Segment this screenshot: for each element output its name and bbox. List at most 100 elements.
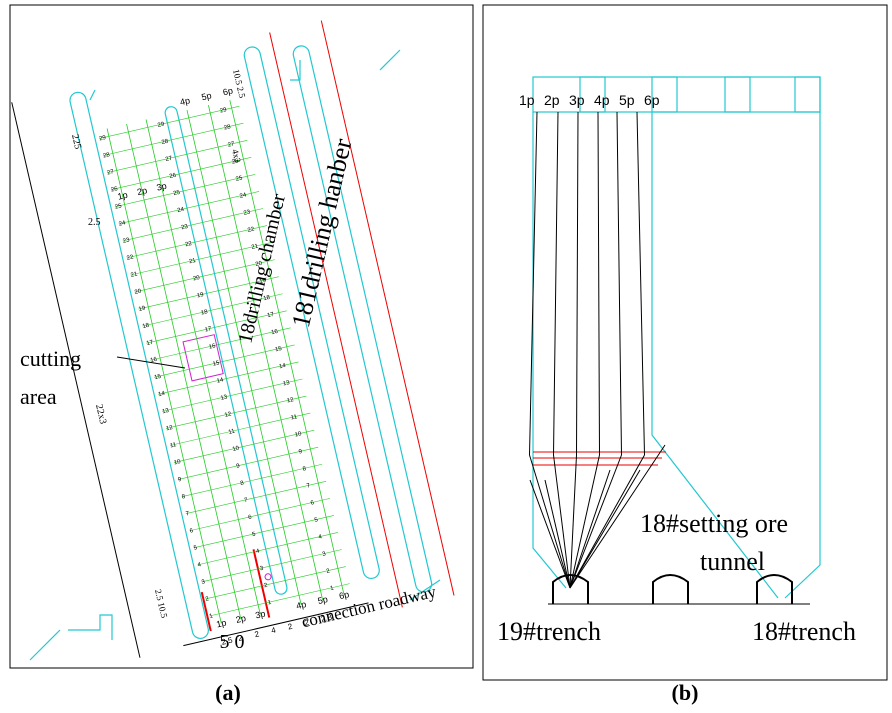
row-number: 15 [275, 346, 283, 353]
row-number: 7 [244, 497, 249, 504]
row-number: 11 [170, 442, 178, 449]
row-number: 24 [239, 192, 247, 199]
row-number: 8 [240, 480, 245, 487]
row-number: 13 [220, 394, 228, 401]
row-number: 12 [166, 425, 174, 432]
row-number: 27 [165, 156, 173, 163]
row-number: 2 [326, 568, 331, 575]
hole-trace [570, 455, 600, 588]
row-number: 25 [235, 175, 243, 182]
hole-line [208, 105, 322, 600]
row-number: 2 [205, 596, 210, 603]
row-number: 16 [208, 343, 216, 350]
row-number: 23 [181, 224, 189, 231]
column-label: 3p [569, 92, 585, 108]
row-number: 11 [290, 414, 298, 421]
column-label: 1p [215, 618, 227, 630]
row-number: 25 [114, 203, 122, 210]
annotation: tunnel [700, 547, 765, 576]
hole-trace [598, 112, 600, 455]
hole-trace [577, 112, 579, 455]
row-number: 28 [161, 139, 169, 146]
hole-trace [570, 455, 645, 588]
row-number: 28 [103, 152, 111, 159]
annotation: 19#trench [497, 617, 601, 646]
row-number: 14 [279, 363, 287, 370]
row-number: 9 [177, 477, 182, 484]
row-number: 27 [107, 169, 115, 176]
row-number: 1 [267, 600, 272, 607]
row-number: 7 [306, 483, 311, 490]
row-number: 17 [146, 340, 154, 347]
annotation: 18drilling chamber [234, 191, 290, 345]
row-number: 23 [122, 237, 130, 244]
row-number: 23 [243, 209, 251, 216]
column-label: 6p [338, 589, 350, 601]
row-number: 15 [154, 374, 162, 381]
row-number: 12 [224, 411, 232, 418]
hole-trace [570, 455, 577, 588]
row-number: 17 [204, 326, 212, 333]
column-label: 4p [594, 92, 610, 108]
row-number: 29 [157, 121, 165, 128]
annotation: cutting [20, 346, 81, 371]
dimension: 2.5 [88, 217, 101, 228]
row-number: 3 [260, 566, 265, 573]
row-number: 11 [228, 428, 236, 435]
row-number: 1 [330, 585, 335, 592]
row-number: 3 [201, 579, 206, 586]
dimension: 22x3 [93, 403, 108, 425]
column-label: 5p [619, 92, 635, 108]
row-number: 10 [294, 431, 302, 438]
row-number: 12 [286, 397, 294, 404]
dimension: 5 0 [220, 631, 245, 653]
row-number: 1 [209, 613, 214, 620]
row-number: 25 [173, 190, 181, 197]
hole-trace [554, 455, 571, 588]
column-label: 4p [179, 95, 191, 107]
layout-a: 1112223334445556667778889991010101111111… [9, 21, 454, 668]
annotation: 18#setting ore [640, 509, 788, 538]
row-number: 14 [216, 377, 224, 384]
row-number: 24 [118, 220, 126, 227]
hole-line [107, 129, 221, 624]
spacing-label: 2 [254, 629, 261, 639]
row-number: 9 [298, 449, 303, 456]
row-number: 2 [263, 583, 268, 590]
row-number: 5 [193, 545, 198, 552]
figure: (a) (b) 11122233344455566677788899910101… [0, 0, 892, 713]
panel-label: (a) [215, 680, 241, 705]
row-number: 4 [318, 534, 323, 541]
row-number: 13 [282, 380, 290, 387]
hole-line [127, 124, 241, 619]
annotation: area [20, 384, 57, 409]
column-label: 2p [544, 92, 560, 108]
row-number: 27 [227, 141, 235, 148]
row-number: 21 [189, 258, 197, 265]
hole-trace [637, 112, 645, 455]
hole-line [187, 110, 301, 605]
row-number: 26 [169, 173, 177, 180]
row-number: 8 [181, 494, 186, 501]
row-number: 29 [99, 135, 107, 142]
row-number: 4 [256, 549, 261, 556]
column-label: 4p [295, 599, 307, 611]
row-number: 29 [220, 107, 228, 114]
spacing-label: 2 [287, 622, 294, 632]
row-number: 19 [197, 292, 205, 299]
row-number: 13 [162, 408, 170, 415]
row-number: 18 [200, 309, 208, 316]
row-number: 6 [310, 500, 315, 507]
column-label: 5p [200, 90, 212, 102]
column-label: 5p [317, 594, 329, 606]
row-number: 16 [271, 329, 279, 336]
column-label: 6p [222, 85, 234, 97]
row-number: 22 [247, 226, 255, 233]
row-number: 17 [267, 312, 275, 319]
row-number: 22 [126, 254, 134, 261]
column-label: 1p [519, 92, 535, 108]
row-number: 10 [173, 459, 181, 466]
column-label: 2p [136, 185, 148, 197]
dimension: 225 [69, 133, 83, 150]
spacing-label: 4 [270, 625, 277, 635]
